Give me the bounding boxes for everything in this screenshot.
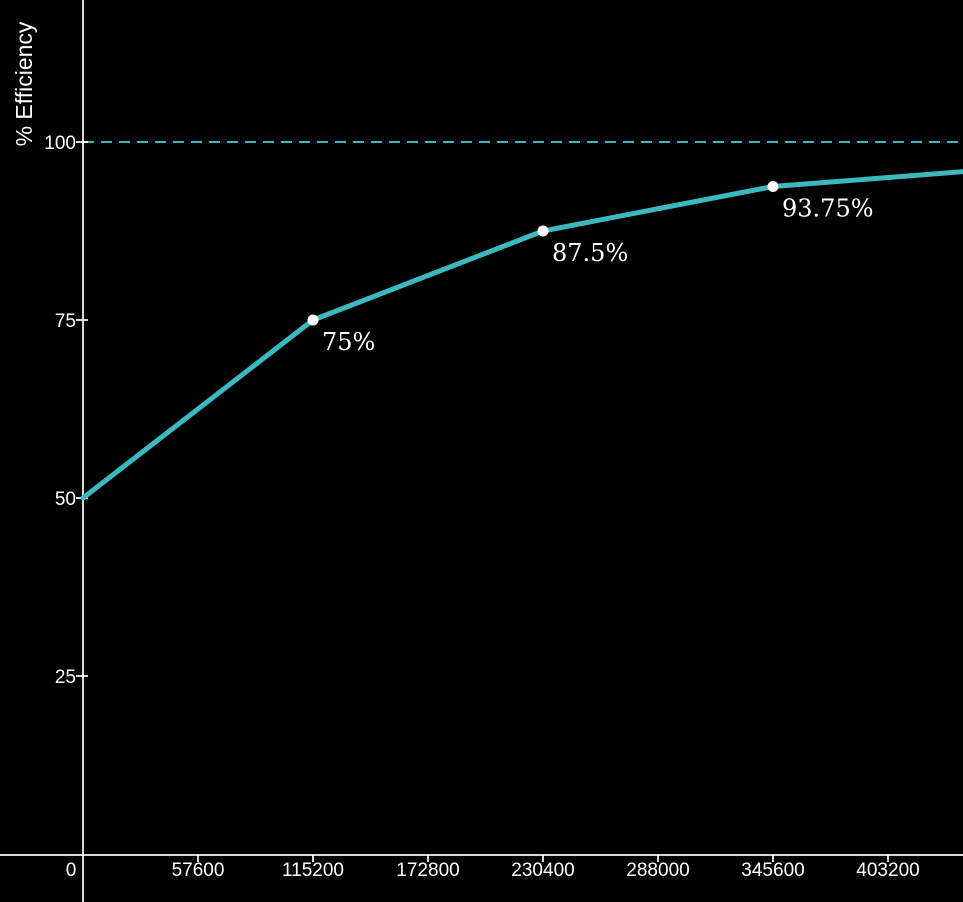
data-label: 87.5% [552, 239, 628, 267]
data-label: 75% [322, 328, 375, 356]
data-point [307, 314, 319, 326]
x-tick-label: 115200 [282, 860, 344, 881]
y-tick-label: 75 [55, 311, 76, 332]
x-tick-label: 288000 [626, 860, 689, 881]
x-tick-label: 0 [66, 860, 77, 881]
x-tick-label: 172800 [396, 860, 459, 881]
x-tick-label: 345600 [741, 860, 804, 881]
y-tick-label: 50 [55, 489, 76, 510]
y-tick-label: 100 [44, 133, 76, 154]
data-point [767, 181, 779, 192]
x-tick-label: 230400 [511, 860, 574, 881]
data-label: 93.75% [782, 195, 874, 223]
y-axis-title: % Efficiency [11, 21, 37, 146]
data-point [537, 225, 549, 237]
y-tick-label: 25 [55, 667, 76, 688]
x-tick-label: 57600 [172, 860, 225, 881]
x-tick-label: 403200 [856, 860, 919, 881]
